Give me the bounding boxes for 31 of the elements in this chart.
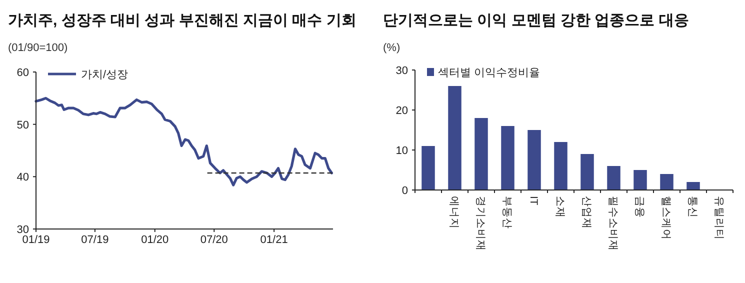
x-tick-label: 헬스케어	[660, 196, 672, 240]
x-tick-label: 01/20	[141, 234, 169, 246]
x-tick-label: 07/20	[200, 234, 228, 246]
x-tick-label: 경기소비재	[474, 196, 486, 251]
x-tick-label: 07/19	[81, 234, 109, 246]
legend-label: 가치/성장	[81, 69, 128, 81]
chart-title: 단기적으로는 이익 모멘텀 강한 업종으로 대응	[383, 12, 689, 29]
x-tick-label: 01/21	[260, 234, 288, 246]
y-axis-title: (%)	[383, 42, 400, 54]
x-tick-label: 부동산	[500, 196, 513, 229]
x-tick-label: 통신	[686, 196, 698, 218]
legend-label: 섹터별 이익수정비율	[438, 67, 540, 79]
x-tick-label: 소재	[554, 196, 566, 218]
y-tick-label: 30	[16, 224, 29, 236]
x-tick-label: 유틸리티	[712, 196, 725, 240]
y-axis-title: (01/90=100)	[8, 42, 68, 54]
chart-title: 가치주, 성장주 대비 성과 부진해진 지금이 매수 기회	[8, 12, 356, 29]
x-tick-label: 산업재	[580, 196, 592, 229]
line-series	[34, 96, 333, 186]
y-tick-label: 60	[16, 67, 29, 79]
y-tick-label: 0	[402, 185, 408, 197]
y-tick-label: 40	[16, 172, 29, 184]
x-tick-label: 01/19	[22, 234, 50, 246]
y-tick-label: 30	[396, 65, 408, 77]
y-tick-label: 10	[396, 145, 408, 157]
x-tick-label: 에너지	[448, 196, 460, 229]
x-tick-label: 필수소비재	[606, 196, 619, 251]
x-tick-label: 금융	[633, 196, 646, 218]
y-tick-label: 50	[16, 119, 29, 132]
x-tick-label: IT	[527, 196, 540, 206]
y-tick-label: 20	[396, 105, 408, 117]
